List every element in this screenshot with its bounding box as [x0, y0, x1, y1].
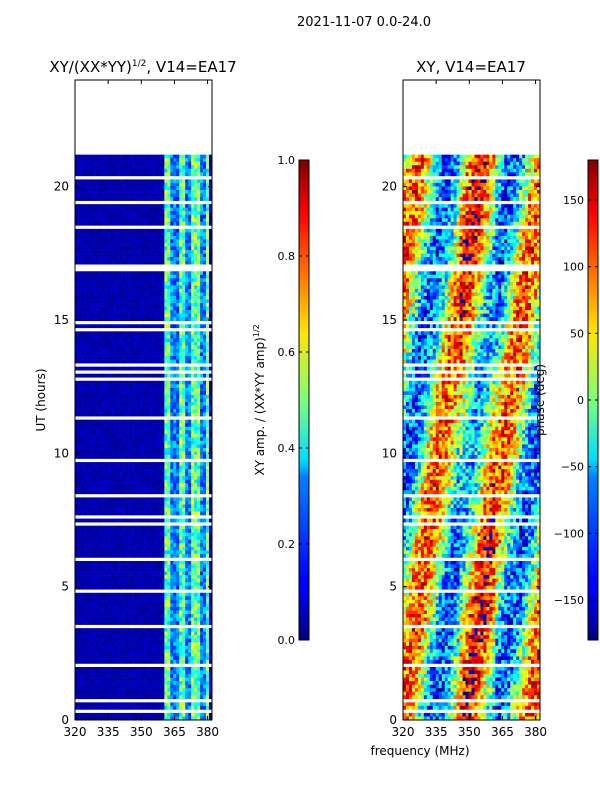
frequency-x-label: frequency (MHz) — [370, 744, 469, 758]
x-tick-label: 335 — [97, 725, 120, 739]
x-tick-label: 335 — [425, 725, 448, 739]
phase-panel-title: XY, V14=EA17 — [416, 58, 526, 76]
phase-colorbar-label: phase (deg) — [533, 364, 547, 436]
amp-colorbar-label: XY amp. / (XX*YY amp)1/2 — [252, 324, 267, 475]
figure-suptitle: 2021-11-07 0.0-24.0 — [297, 15, 431, 30]
y-tick-label: 0 — [61, 713, 69, 727]
phase-colorbar: −150 −100 −50 0 50 100 150 phase (deg) — [533, 159, 599, 641]
amp-heatmap — [75, 154, 212, 720]
amp-x-axis: 320 335 350 365 380 — [64, 80, 219, 739]
y-tick-label: 20 — [54, 180, 69, 194]
amp-colorbar-gradient — [299, 160, 309, 640]
x-tick-label: 380 — [196, 725, 219, 739]
y-tick-label: 10 — [54, 446, 69, 460]
colorbar-tick-label: 1.0 — [278, 154, 296, 167]
y-tick-label: 0 — [389, 713, 397, 727]
y-tick-label: 10 — [382, 446, 397, 460]
colorbar-tick-label: 0.6 — [278, 346, 296, 359]
colorbar-tick-label: 100 — [563, 261, 584, 274]
amp-y-label: UT (hours) — [34, 368, 48, 431]
x-tick-label: 350 — [458, 725, 481, 739]
y-tick-label: 5 — [61, 580, 69, 594]
phase-x-axis: 320 335 350 365 380 — [392, 80, 547, 739]
x-tick-label: 365 — [163, 725, 186, 739]
y-tick-label: 15 — [54, 313, 69, 327]
colorbar-tick-label: −50 — [561, 461, 584, 474]
phase-y-axis: 0 5 10 15 20 — [382, 180, 540, 727]
amp-axes-frame — [74, 79, 213, 721]
phase-axes-frame — [402, 79, 541, 721]
amp-colorbar: 0.0 0.2 0.4 0.6 0.8 1.0 XY amp. / (XX*YY amp)… — [252, 154, 310, 647]
amp-panel-title: XY/(XX*YY)1/2, V14=EA17 — [49, 58, 236, 76]
amp-y-axis: 0 5 10 15 20 — [54, 180, 212, 727]
y-tick-label: 5 — [389, 580, 397, 594]
amp-colorbar-frame — [298, 159, 310, 641]
x-tick-label: 320 — [392, 725, 415, 739]
colorbar-tick-label: 0.2 — [278, 538, 296, 551]
colorbar-tick-label: 50 — [570, 327, 584, 340]
amp-colorbar-ticks: 0.0 0.2 0.4 0.6 0.8 1.0 — [278, 154, 309, 647]
colorbar-tick-label: 0.8 — [278, 250, 296, 263]
phase-colorbar-ticks: −150 −100 −50 0 50 100 150 — [554, 194, 598, 607]
x-tick-label: 365 — [491, 725, 514, 739]
phase-colorbar-gradient — [588, 160, 598, 640]
phase-heatmap — [403, 154, 540, 720]
colorbar-tick-label: 150 — [563, 194, 584, 207]
colorbar-tick-label: 0 — [577, 394, 584, 407]
amp-panel: XY/(XX*YY)1/2, V14=EA17 320 335 350 365 380 … — [34, 58, 237, 739]
y-tick-label: 15 — [382, 313, 397, 327]
x-tick-label: 350 — [130, 725, 153, 739]
colorbar-tick-label: −100 — [554, 527, 584, 540]
colorbar-tick-label: −150 — [554, 594, 584, 607]
y-tick-label: 20 — [382, 180, 397, 194]
colorbar-tick-label: 0.0 — [278, 634, 296, 647]
phase-panel: XY, V14=EA17 320 335 350 365 380 0 5 10 15 20 fr… — [370, 58, 547, 758]
colorbar-tick-label: 0.4 — [278, 442, 296, 455]
x-tick-label: 320 — [64, 725, 87, 739]
x-tick-label: 380 — [524, 725, 547, 739]
